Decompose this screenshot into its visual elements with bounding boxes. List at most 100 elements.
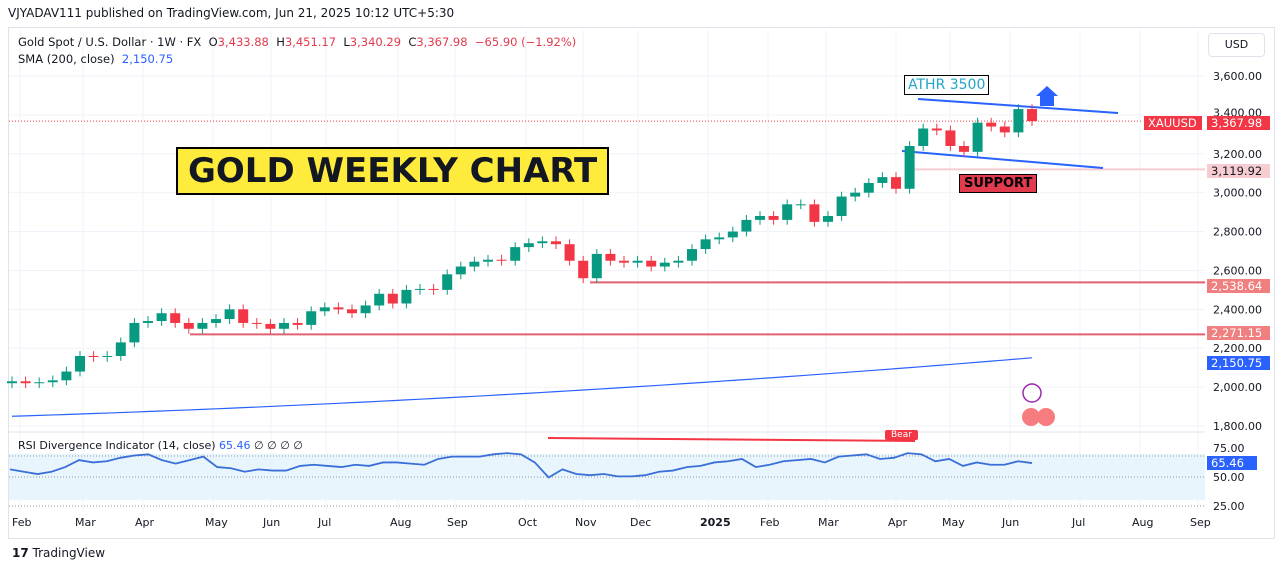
candle-body bbox=[972, 122, 983, 152]
candle-body bbox=[496, 259, 507, 261]
x-tick-label: Mar bbox=[75, 516, 96, 529]
x-tick-label: May bbox=[942, 516, 965, 529]
candle-body bbox=[374, 293, 385, 306]
y-tick-label: 2,600.00 bbox=[1213, 264, 1262, 277]
candle-body bbox=[306, 311, 317, 325]
x-tick-label: Jul bbox=[317, 516, 331, 529]
channel-lower-line bbox=[901, 150, 1104, 169]
up-arrow-icon bbox=[1036, 86, 1058, 106]
support-price-tag: 3,119.92 bbox=[1207, 164, 1270, 178]
symbol-name[interactable]: Gold Spot / U.S. Dollar · 1W · FX bbox=[18, 35, 202, 49]
symbol-tag: XAUUSD bbox=[1144, 116, 1202, 130]
high-value: 3,451.17 bbox=[284, 35, 337, 49]
rsi-label: RSI Divergence Indicator (14, close) bbox=[18, 439, 216, 452]
x-tick-label: Dec bbox=[630, 516, 651, 529]
x-tick-label: Feb bbox=[12, 516, 31, 529]
x-tick-label: May bbox=[205, 516, 228, 529]
y-tick-label: 2,200.00 bbox=[1213, 342, 1262, 355]
chart-frame bbox=[8, 27, 1275, 539]
candle-body bbox=[387, 293, 398, 304]
candle-body bbox=[20, 381, 31, 384]
sma-legend[interactable]: SMA (200, close) 2,150.75 bbox=[18, 52, 173, 66]
candle-body bbox=[224, 309, 235, 320]
candle-body bbox=[1027, 109, 1037, 122]
candle-body bbox=[809, 204, 820, 222]
candle-body bbox=[143, 321, 153, 323]
sma-value: 2,150.75 bbox=[121, 52, 174, 66]
level2-price-tag: 2,271.15 bbox=[1207, 326, 1270, 340]
rsi-legend[interactable]: RSI Divergence Indicator (14, close) 65.… bbox=[18, 439, 303, 452]
candle-body bbox=[687, 249, 697, 261]
rsi-price-tag: 65.46 bbox=[1207, 456, 1257, 470]
candle-body bbox=[741, 219, 752, 232]
y-tick-label: 2,000.00 bbox=[1213, 381, 1262, 394]
rsi-y-tick: 50.00 bbox=[1213, 471, 1245, 484]
close-label: C bbox=[408, 35, 417, 49]
candle-body bbox=[455, 266, 466, 275]
x-tick-label: Mar bbox=[818, 516, 839, 529]
candle-body bbox=[863, 182, 874, 193]
rsi-line bbox=[9, 452, 1033, 479]
candle-body bbox=[768, 216, 779, 220]
us-flag-event-icon bbox=[1022, 408, 1040, 426]
candle-body bbox=[564, 244, 575, 261]
low-value: 3,340.29 bbox=[349, 35, 402, 49]
candle-body bbox=[319, 307, 330, 312]
symbol-legend: Gold Spot / U.S. Dollar · 1W · FX O3,433… bbox=[18, 35, 576, 49]
candle-body bbox=[537, 241, 548, 244]
candle-body bbox=[578, 260, 589, 279]
candle-body bbox=[727, 231, 738, 238]
candle-body bbox=[823, 216, 833, 222]
candle-body bbox=[700, 239, 711, 250]
candle-body bbox=[469, 261, 480, 267]
candle-body bbox=[401, 289, 412, 304]
candle-body bbox=[891, 177, 901, 189]
brand-name: TradingView bbox=[32, 546, 106, 560]
y-tick-label: 3,200.00 bbox=[1213, 148, 1262, 161]
x-tick-label: 2025 bbox=[700, 516, 731, 529]
us-flag-event-icon bbox=[1037, 408, 1055, 426]
candle-body bbox=[75, 356, 85, 372]
open-label: O bbox=[208, 35, 218, 49]
bear-label: Bear bbox=[885, 430, 918, 440]
candle-body bbox=[836, 196, 847, 216]
candle-body bbox=[102, 356, 113, 357]
sma-label: SMA (200, close) bbox=[18, 52, 115, 66]
x-tick-label: Jun bbox=[1001, 516, 1019, 529]
candle-body bbox=[523, 243, 534, 248]
candle-body bbox=[170, 313, 181, 323]
bearish-divergence-line bbox=[547, 437, 916, 442]
candle-body bbox=[795, 204, 806, 206]
athr-annotation: ATHR 3500 bbox=[904, 75, 990, 95]
candle-body bbox=[34, 382, 45, 384]
tradingview-logo[interactable]: 𝟭𝟳 TradingView bbox=[12, 546, 105, 560]
candle-body bbox=[61, 371, 72, 381]
tv-logo-icon: 𝟭𝟳 bbox=[12, 546, 29, 560]
candle-body bbox=[197, 322, 208, 329]
candle-body bbox=[510, 247, 521, 261]
candle-body bbox=[211, 319, 221, 323]
rsi-value: 65.46 bbox=[219, 439, 251, 452]
candle-body bbox=[183, 322, 194, 329]
candle-body bbox=[605, 253, 616, 261]
candle-body bbox=[129, 322, 140, 343]
candle-body bbox=[442, 274, 453, 290]
candle-body bbox=[88, 356, 99, 357]
candle-body bbox=[619, 260, 629, 263]
sma-price-tag: 2,150.75 bbox=[1207, 356, 1270, 370]
x-tick-label: Nov bbox=[575, 516, 597, 529]
currency-button[interactable]: USD bbox=[1208, 33, 1265, 57]
close-value: 3,367.98 bbox=[416, 35, 468, 49]
candle-body bbox=[931, 128, 942, 131]
x-tick-label: Sep bbox=[447, 516, 468, 529]
rsi-y-tick: 25.00 bbox=[1213, 500, 1245, 513]
x-tick-label: Aug bbox=[1132, 516, 1153, 529]
x-tick-label: Aug bbox=[390, 516, 411, 529]
y-tick-label: 1,800.00 bbox=[1213, 420, 1262, 433]
x-tick-label: Apr bbox=[135, 516, 155, 529]
candle-body bbox=[659, 262, 670, 267]
candle-body bbox=[782, 204, 793, 220]
candle-body bbox=[483, 259, 493, 262]
level1-price-tag: 2,538.64 bbox=[1207, 279, 1270, 293]
